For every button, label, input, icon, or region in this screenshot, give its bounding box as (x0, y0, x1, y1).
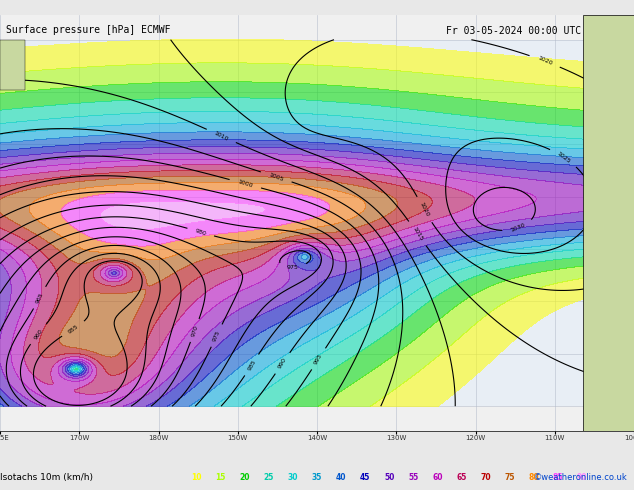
Text: 1005: 1005 (268, 172, 285, 182)
Text: 15: 15 (216, 472, 226, 482)
Text: 955: 955 (67, 323, 79, 334)
Text: 975: 975 (287, 265, 299, 270)
Text: Fr 03-05-2024 00:00 UTC (06+42): Fr 03-05-2024 00:00 UTC (06+42) (446, 25, 628, 35)
Text: 965: 965 (35, 292, 44, 304)
Text: 1030: 1030 (510, 223, 526, 233)
Text: 55: 55 (408, 472, 418, 482)
Text: 90: 90 (577, 472, 587, 482)
Text: 1025: 1025 (556, 150, 572, 164)
Text: 1015: 1015 (411, 225, 424, 242)
Text: 970: 970 (191, 324, 199, 337)
Text: 50: 50 (384, 472, 394, 482)
Text: 1020: 1020 (418, 201, 430, 218)
Text: 990: 990 (277, 357, 288, 369)
Text: 35: 35 (312, 472, 322, 482)
Text: 30: 30 (288, 472, 298, 482)
Text: 1010: 1010 (213, 130, 230, 142)
Text: 1000: 1000 (237, 179, 254, 189)
Text: 25: 25 (264, 472, 274, 482)
Text: 85: 85 (553, 472, 563, 482)
Text: 10: 10 (191, 472, 202, 482)
Text: ©weatheronline.co.uk: ©weatheronline.co.uk (534, 472, 628, 482)
Text: 980: 980 (195, 228, 207, 236)
Text: 1020: 1020 (536, 56, 553, 67)
Text: Isotachs 10m (km/h): Isotachs 10m (km/h) (0, 472, 99, 482)
FancyBboxPatch shape (583, 15, 634, 431)
Text: 40: 40 (336, 472, 346, 482)
Text: 975: 975 (212, 329, 221, 342)
Text: 960: 960 (33, 328, 44, 340)
Text: 75: 75 (505, 472, 515, 482)
Text: 80: 80 (529, 472, 539, 482)
Bar (0, 40, 634, 406)
Text: 985: 985 (247, 359, 257, 371)
Text: 60: 60 (432, 472, 443, 482)
Text: 20: 20 (240, 472, 250, 482)
Text: Surface pressure [hPa] ECMWF: Surface pressure [hPa] ECMWF (6, 25, 171, 35)
Text: 70: 70 (481, 472, 491, 482)
Text: 65: 65 (456, 472, 467, 482)
FancyBboxPatch shape (0, 40, 25, 90)
Text: 995: 995 (314, 352, 324, 365)
Text: 45: 45 (360, 472, 370, 482)
